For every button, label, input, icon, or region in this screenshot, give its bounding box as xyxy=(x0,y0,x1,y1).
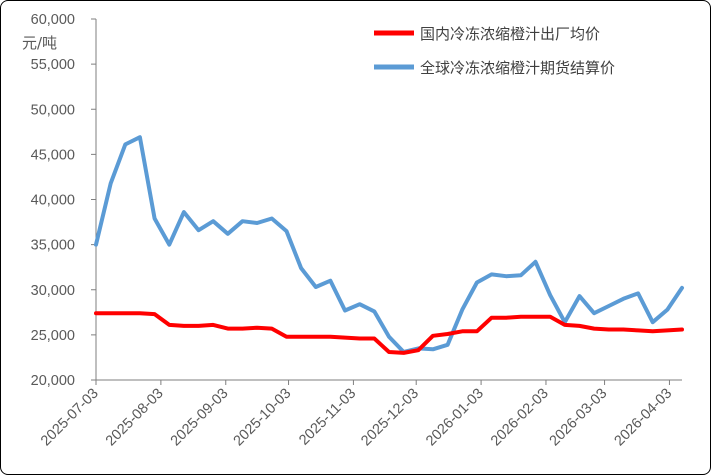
y-axis-unit-label: 元/吨 xyxy=(22,34,57,52)
y-tick-label: 55,000 xyxy=(31,57,75,73)
x-tick-label: 2026-03-03 xyxy=(547,386,611,450)
x-axis: 2025-07-03 2025-08-03 2025-09-03 2025-10-03… xyxy=(38,379,682,450)
legend-label-global: 全球冷冻浓缩橙汁期货结算价 xyxy=(420,59,615,77)
y-tick-label: 40,000 xyxy=(31,193,75,209)
x-tick-label: 2025-10-03 xyxy=(231,386,295,450)
y-tick-label: 30,000 xyxy=(31,283,75,299)
x-tick-label: 2025-07-03 xyxy=(38,386,102,450)
legend: 国内冷冻浓缩橙汁出厂均价 全球冷冻浓缩橙汁期货结算价 xyxy=(374,25,615,77)
x-tick-label: 2026-02-03 xyxy=(488,386,552,450)
domestic-price-line xyxy=(94,311,684,355)
y-tick-label: 20,000 xyxy=(31,373,75,389)
y-tick-label: 50,000 xyxy=(31,102,75,118)
y-tick-label: 25,000 xyxy=(31,328,75,344)
y-tick-label: 60,000 xyxy=(31,12,75,28)
x-tick-label: 2026-04-03 xyxy=(612,386,676,450)
y-axis: 20,000 25,000 30,000 35,000 40,000 45,000 50,0… xyxy=(31,12,97,389)
global-futures-line xyxy=(94,135,684,354)
x-tick-label: 2025-09-03 xyxy=(168,386,232,450)
x-tick-label: 2025-11-03 xyxy=(296,386,359,449)
series-layer xyxy=(94,135,684,355)
y-tick-label: 45,000 xyxy=(31,147,75,163)
legend-label-domestic: 国内冷冻浓缩橙汁出厂均价 xyxy=(420,25,600,43)
x-tick-label: 2026-01-03 xyxy=(423,386,487,450)
y-tick-label: 35,000 xyxy=(31,238,75,254)
x-tick-label: 2025-08-03 xyxy=(103,386,167,450)
x-tick-label: 2025-12-03 xyxy=(358,386,422,450)
